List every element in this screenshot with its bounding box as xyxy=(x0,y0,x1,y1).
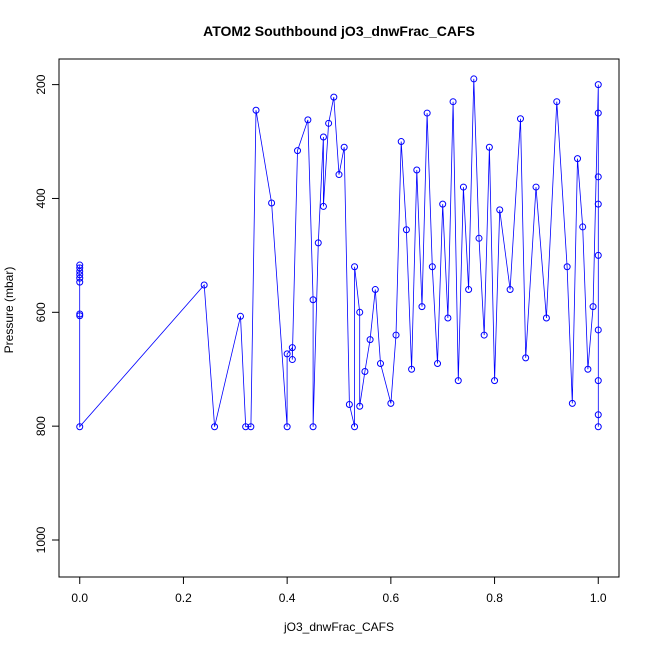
data-point xyxy=(76,267,84,275)
data-point xyxy=(423,109,431,117)
data-point xyxy=(288,344,296,352)
data-point xyxy=(319,133,327,141)
data-point xyxy=(325,119,333,127)
y-tick-label: 600 xyxy=(34,302,48,322)
data-point xyxy=(402,226,410,234)
y-tick-label: 200 xyxy=(34,74,48,94)
data-point xyxy=(76,423,84,431)
data-point xyxy=(397,138,405,146)
data-point xyxy=(594,200,602,208)
data-point xyxy=(563,263,571,271)
plot-frame xyxy=(58,58,620,578)
data-point xyxy=(594,326,602,334)
data-point xyxy=(76,278,84,286)
data-point xyxy=(532,183,540,191)
data-point xyxy=(366,336,374,344)
data-point xyxy=(294,147,302,155)
x-axis-label: jO3_dnwFrac_CAFS xyxy=(283,620,394,634)
data-point xyxy=(594,109,602,117)
data-point xyxy=(449,98,457,106)
data-point xyxy=(465,286,473,294)
data-point xyxy=(319,202,327,210)
data-point xyxy=(268,199,276,207)
data-point xyxy=(589,303,597,311)
data-point xyxy=(568,399,576,407)
data-point xyxy=(574,155,582,163)
data-point xyxy=(376,360,384,368)
data-point xyxy=(288,356,296,364)
x-tick-label: 0.6 xyxy=(383,591,400,605)
x-tick-label: 0.8 xyxy=(486,591,503,605)
data-point xyxy=(76,274,84,282)
data-point xyxy=(76,312,84,320)
data-point xyxy=(371,286,379,294)
data-point xyxy=(309,296,317,304)
y-tick-label: 1000 xyxy=(34,526,48,553)
data-point xyxy=(413,166,421,174)
data-point xyxy=(485,143,493,151)
data-point xyxy=(454,377,462,385)
data-point xyxy=(392,331,400,339)
data-point xyxy=(480,331,488,339)
data-point xyxy=(252,106,260,114)
x-tick-label: 0.0 xyxy=(71,591,88,605)
data-point xyxy=(387,399,395,407)
data-point xyxy=(470,75,478,83)
x-tick-label: 0.2 xyxy=(175,591,192,605)
data-point xyxy=(594,173,602,181)
data-point xyxy=(475,234,483,242)
data-layer xyxy=(76,75,602,431)
data-point xyxy=(356,308,364,316)
data-point xyxy=(356,402,364,410)
data-point xyxy=(314,239,322,247)
data-point xyxy=(309,423,317,431)
data-point xyxy=(200,281,208,289)
y-tick-label: 400 xyxy=(34,188,48,208)
data-point xyxy=(496,206,504,214)
data-point xyxy=(361,368,369,376)
data-point xyxy=(304,116,312,124)
data-point xyxy=(506,286,514,294)
data-point xyxy=(351,263,359,271)
data-point xyxy=(522,354,530,362)
data-point xyxy=(408,365,416,373)
data-point xyxy=(553,98,561,106)
data-point xyxy=(594,81,602,89)
data-point xyxy=(594,411,602,419)
series-line xyxy=(79,78,599,428)
data-point xyxy=(283,350,291,358)
data-point xyxy=(76,271,84,279)
data-point xyxy=(584,365,592,373)
data-point xyxy=(439,200,447,208)
data-point xyxy=(211,423,219,431)
data-point xyxy=(236,312,244,320)
data-point xyxy=(459,183,467,191)
data-point xyxy=(434,360,442,368)
chart-title: ATOM2 Southbound jO3_dnwFrac_CAFS xyxy=(203,23,475,39)
data-point xyxy=(351,423,359,431)
data-point xyxy=(428,263,436,271)
data-point xyxy=(579,223,587,231)
data-point xyxy=(594,251,602,259)
data-point xyxy=(76,264,84,272)
data-point xyxy=(516,115,524,123)
y-axis-label: Pressure (mbar) xyxy=(2,267,16,354)
data-point xyxy=(444,314,452,322)
x-tick-label: 0.4 xyxy=(279,591,296,605)
data-point xyxy=(340,143,348,151)
data-point xyxy=(242,423,250,431)
data-point xyxy=(345,401,353,409)
data-point xyxy=(330,93,338,101)
x-tick-label: 1.0 xyxy=(590,591,607,605)
data-point xyxy=(418,303,426,311)
data-point xyxy=(542,314,550,322)
data-point xyxy=(594,423,602,431)
data-point xyxy=(335,171,343,179)
data-point xyxy=(247,423,255,431)
y-tick-label: 800 xyxy=(34,416,48,436)
data-point xyxy=(491,377,499,385)
data-point xyxy=(594,377,602,385)
data-point xyxy=(283,423,291,431)
